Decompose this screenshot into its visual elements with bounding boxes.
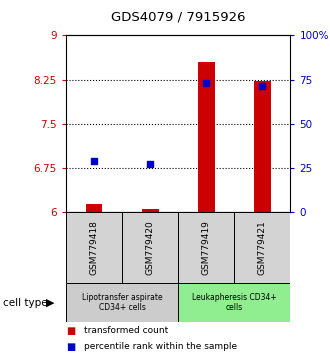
Bar bbox=[254, 81, 271, 212]
FancyBboxPatch shape bbox=[178, 212, 234, 283]
Bar bbox=[142, 210, 158, 212]
Point bbox=[148, 161, 153, 167]
Text: Lipotransfer aspirate
CD34+ cells: Lipotransfer aspirate CD34+ cells bbox=[82, 293, 162, 312]
Text: GSM779420: GSM779420 bbox=[146, 221, 155, 275]
Bar bbox=[198, 62, 214, 212]
Text: cell type: cell type bbox=[3, 298, 48, 308]
Point bbox=[204, 80, 209, 85]
Text: percentile rank within the sample: percentile rank within the sample bbox=[84, 342, 237, 352]
Text: GSM779419: GSM779419 bbox=[202, 220, 211, 275]
Text: ▶: ▶ bbox=[46, 298, 55, 308]
Text: ■: ■ bbox=[66, 326, 75, 336]
FancyBboxPatch shape bbox=[234, 212, 290, 283]
Text: Leukapheresis CD34+
cells: Leukapheresis CD34+ cells bbox=[192, 293, 277, 312]
Text: transformed count: transformed count bbox=[84, 326, 168, 336]
Point bbox=[91, 158, 97, 164]
Text: GDS4079 / 7915926: GDS4079 / 7915926 bbox=[111, 11, 246, 24]
Text: GSM779421: GSM779421 bbox=[258, 221, 267, 275]
Text: ■: ■ bbox=[66, 342, 75, 352]
FancyBboxPatch shape bbox=[178, 283, 290, 322]
Text: GSM779418: GSM779418 bbox=[89, 220, 99, 275]
FancyBboxPatch shape bbox=[66, 283, 178, 322]
Bar bbox=[85, 204, 102, 212]
FancyBboxPatch shape bbox=[66, 212, 122, 283]
FancyBboxPatch shape bbox=[122, 212, 178, 283]
Point bbox=[260, 83, 265, 88]
